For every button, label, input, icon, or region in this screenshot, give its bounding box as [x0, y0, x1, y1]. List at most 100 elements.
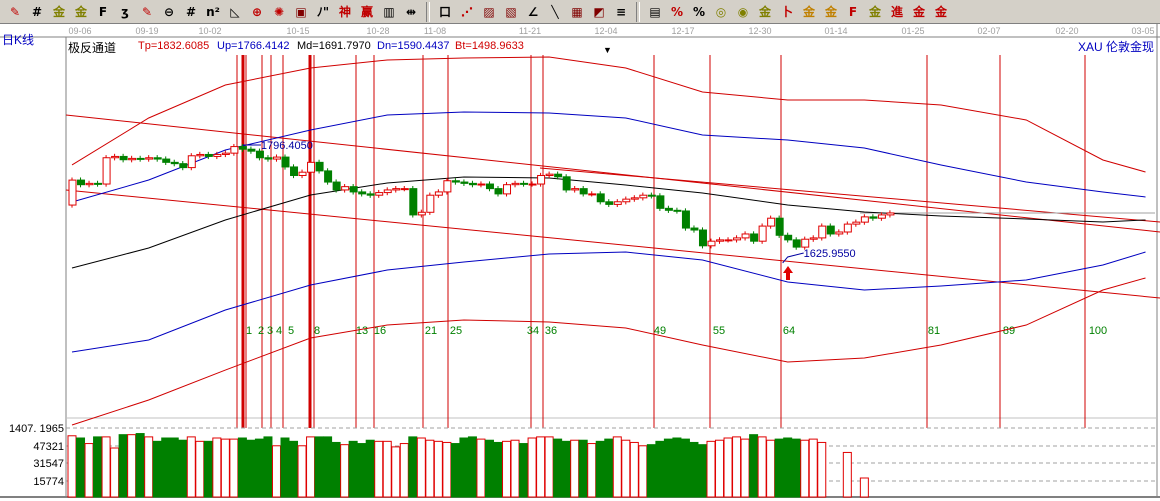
gold-5-icon[interactable]: 金 [912, 5, 925, 19]
gold-6-icon[interactable]: 金 [934, 5, 947, 19]
ruler-icon[interactable]: ▥ [383, 4, 395, 19]
candle-body [255, 150, 264, 159]
candle-body [511, 182, 520, 186]
grid-lines-icon[interactable]: # [31, 4, 43, 19]
coin-icon[interactable]: ◎ [715, 4, 727, 19]
volume-bar [570, 439, 580, 498]
volume-bar [476, 438, 486, 498]
candle [77, 177, 86, 188]
candle-body [247, 148, 256, 152]
upper-trend-line [65, 114, 1160, 233]
fan-box-icon[interactable]: ▨ [483, 4, 495, 19]
box-icon[interactable]: 口 [438, 5, 451, 19]
indicator-name: 极反通道 [68, 41, 117, 55]
date-tick-label: 10-15 [286, 26, 309, 36]
candle-body [136, 157, 145, 160]
volume-bar [791, 438, 801, 498]
volume-bar [493, 441, 503, 498]
fib-cycle-label: 3 [267, 325, 273, 337]
candle-body [869, 216, 878, 219]
volume-bar [357, 443, 367, 498]
f-gold-icon[interactable]: F [848, 4, 858, 19]
circle-icon[interactable]: ⊖ [163, 4, 175, 19]
volume-bar [595, 440, 605, 498]
candle [520, 180, 529, 187]
candle [221, 150, 230, 158]
parallel-lines-icon[interactable]: # [185, 4, 197, 19]
volume-bar [186, 436, 196, 498]
candle [630, 195, 639, 202]
square-target-icon[interactable]: ▣ [295, 4, 307, 19]
percent-chart-icon[interactable]: % [670, 4, 684, 19]
candle [307, 159, 316, 175]
candle [835, 229, 844, 237]
triangle-icon[interactable]: ◺ [230, 4, 240, 19]
candle-body [656, 195, 665, 209]
candle [68, 177, 77, 208]
dropdown-marker-icon[interactable]: ▼ [603, 45, 612, 55]
fan-box-2-icon[interactable]: ▧ [505, 4, 517, 19]
candle [460, 179, 469, 187]
volume-bar [467, 436, 477, 498]
md-value: Md=1691.7970 [297, 40, 371, 52]
gold-ratio-2-icon[interactable]: 金 [74, 5, 87, 19]
crosshair-icon[interactable]: ⊕ [251, 4, 263, 19]
fan-lines-icon[interactable]: ⋰ [461, 4, 473, 19]
candle-body [545, 173, 554, 176]
candle [494, 186, 503, 197]
gold-4-icon[interactable]: 金 [868, 5, 881, 19]
fib-F-icon[interactable]: F [98, 4, 108, 19]
gold-2-icon[interactable]: 金 [802, 5, 815, 19]
sword-icon[interactable]: 卜 [780, 5, 793, 19]
candle-body [554, 173, 563, 178]
candle [750, 231, 759, 244]
target-icon[interactable]: ✺ [273, 4, 285, 19]
fib-cycle-label: 21 [425, 325, 437, 337]
candle-body [690, 227, 699, 231]
candle [400, 186, 409, 192]
wave-icon[interactable]: ﾉ" [316, 5, 330, 19]
candle-body [272, 156, 281, 160]
candle-body [528, 183, 537, 186]
candle-body [485, 183, 494, 190]
fib-cycle-label: 81 [928, 325, 940, 337]
draw-pen-icon[interactable]: ✎ [9, 4, 21, 19]
angle-icon[interactable]: ∠ [527, 4, 539, 19]
candle [571, 186, 580, 193]
gold-ratio-icon[interactable]: 金 [52, 5, 65, 19]
date-tick-label: 11-21 [519, 26, 541, 36]
grid-box-icon[interactable]: ▦ [571, 4, 583, 19]
volume-bar [391, 446, 401, 498]
candle-body [426, 194, 435, 213]
gold-bar-icon[interactable]: 金 [758, 5, 771, 19]
draw-pen-2-icon[interactable]: ✎ [141, 4, 153, 19]
band-up-line [71, 111, 1146, 203]
table-icon[interactable]: ▤ [649, 4, 661, 19]
candle-body [392, 188, 401, 191]
candle-body [562, 176, 571, 191]
volume-bar [246, 439, 256, 498]
slash-icon[interactable]: ╲ [551, 4, 559, 19]
candle [511, 180, 520, 188]
spiral-icon[interactable]: ʒ [121, 4, 129, 19]
candle [673, 207, 682, 214]
n-squared-icon[interactable]: n² [206, 4, 220, 19]
volume-bar [749, 434, 759, 498]
percent-icon[interactable]: % [692, 4, 706, 19]
fib-cycle-label: 55 [713, 325, 725, 337]
width-icon[interactable]: ⇹ [405, 4, 417, 19]
ying-icon[interactable]: 赢 [360, 5, 373, 19]
diagonal-box-icon[interactable]: ◩ [593, 4, 605, 19]
shen-icon[interactable]: 神 [338, 5, 351, 19]
candle-body [579, 188, 588, 195]
jin-icon[interactable]: 進 [890, 5, 903, 19]
gold-coin-icon[interactable]: ◉ [737, 4, 749, 19]
period-label[interactable]: 日K线 [2, 33, 35, 47]
volume-bar [757, 436, 767, 498]
gold-3-icon[interactable]: 金 [824, 5, 837, 19]
candle [792, 237, 801, 250]
lines-icon[interactable]: ≡ [615, 4, 627, 19]
candle-body [750, 233, 759, 242]
volume-bar [587, 443, 597, 498]
